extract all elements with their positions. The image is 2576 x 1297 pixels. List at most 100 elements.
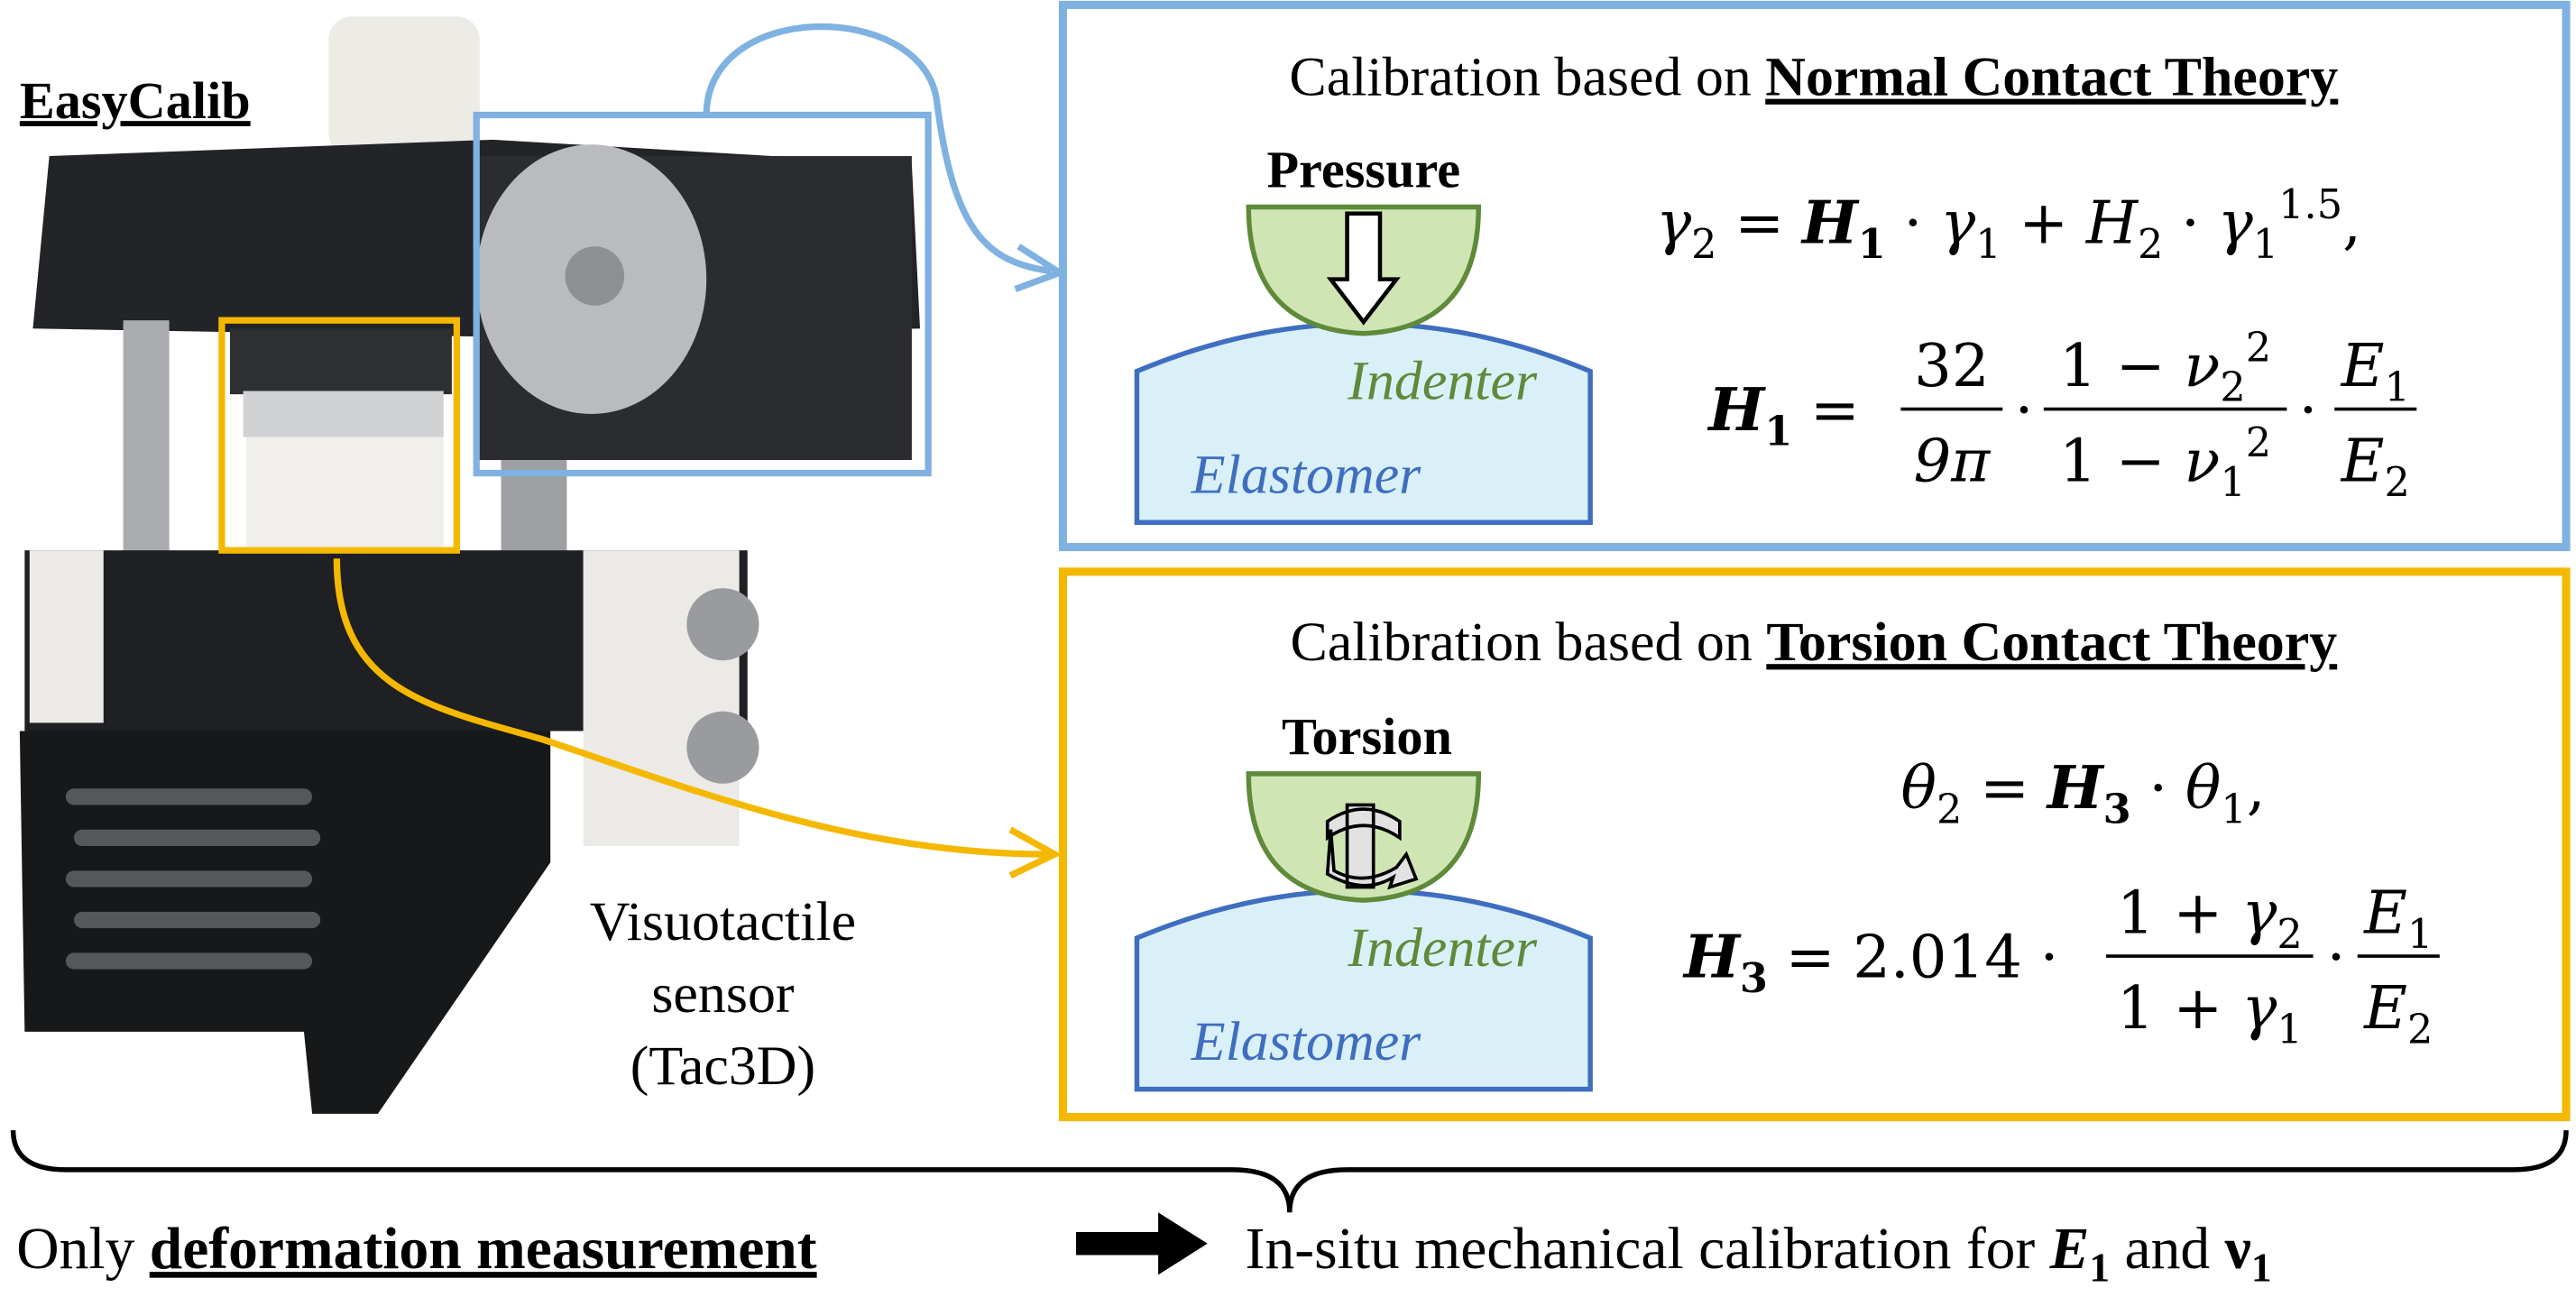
symbol: γ <box>1940 189 1976 258</box>
heading-emphasis: Normal Contact Theory <box>1765 47 2338 108</box>
torsion-arrow <box>1325 803 1419 890</box>
symbol: · <box>2299 376 2318 445</box>
brace <box>10 1130 2569 1213</box>
subscript: 1 <box>2251 1245 2272 1291</box>
operator: = <box>1810 376 1860 445</box>
equation: E2 <box>2363 974 2433 1053</box>
symbol: 1 <box>2385 363 2410 410</box>
heading-emphasis: Torsion Contact Theory <box>1766 612 2337 673</box>
operator: · <box>1903 189 1922 258</box>
symbol: 1 <box>1975 221 2001 268</box>
torsion-connector <box>333 558 1049 858</box>
symbol: ν <box>2184 428 2220 496</box>
symbol: 2 <box>1937 786 1962 833</box>
symbol: 2 <box>2246 324 2271 371</box>
symbol: 1 + <box>2117 879 2241 948</box>
vent-holes <box>65 788 321 970</box>
symbol: 1 <box>2220 459 2245 506</box>
symbol: 1 <box>1858 220 1886 268</box>
symbol: 2 <box>1691 221 1716 268</box>
elastomer-label: Elastomer <box>1191 1011 1421 1072</box>
symbol: ν <box>2224 1217 2251 1282</box>
sensor-label: Visuotactile <box>590 891 856 952</box>
symbol: H <box>1682 923 1742 992</box>
symbol: · <box>2015 376 2034 445</box>
operator: = <box>1980 754 2029 823</box>
torsion-arrowhead <box>1008 826 1063 879</box>
bottom-right-text: In-situ mechanical calibration for E1 an… <box>1246 1217 2272 1291</box>
equation: E1 <box>2363 879 2433 958</box>
symbol: 1 − <box>2059 428 2184 496</box>
symbol: 2.014 <box>1853 924 2022 992</box>
indenter-label: Indenter <box>1347 351 1538 412</box>
symbol: E <box>2363 974 2407 1043</box>
operator: + <box>2019 189 2068 258</box>
sensor-label: (Tac3D) <box>630 1035 815 1097</box>
equation: 1 + γ1 <box>2117 974 2303 1053</box>
symbol: ν <box>2184 332 2220 400</box>
symbol: 2 <box>2385 459 2410 506</box>
symbol: H <box>2046 753 2105 823</box>
symbol: E <box>2341 428 2385 496</box>
device-photo <box>19 16 921 1114</box>
equation: 1 − ν22 <box>2059 324 2271 410</box>
symbol: θ <box>1901 754 1937 823</box>
equation: θ2 = H3 · θ1, <box>1901 753 2266 832</box>
normal-panel <box>1058 0 2571 552</box>
symbol: γ <box>1656 189 1692 258</box>
equation: · <box>2327 924 2346 992</box>
normal-connector <box>703 23 1053 275</box>
symbol: γ <box>2241 974 2277 1043</box>
symbol: γ <box>2218 189 2254 258</box>
pressure-arrow <box>1326 211 1401 326</box>
action-label: Torsion <box>1282 707 1452 766</box>
symbol: 2 <box>2138 221 2163 268</box>
equation: 9π <box>1913 428 1992 496</box>
symbol: 1.5 <box>2278 181 2342 228</box>
symbol: 3 <box>1740 954 1768 1002</box>
symbol: 1 <box>2253 221 2278 268</box>
bottom-emphasis: deformation measurement <box>150 1217 817 1282</box>
pillar <box>123 320 170 567</box>
indenter-label: Indenter <box>1347 917 1538 979</box>
normal-sketch <box>1134 204 1593 525</box>
symbol: E <box>2341 332 2385 400</box>
bottom-prefix: Only <box>16 1217 150 1282</box>
torsion-panel <box>1058 567 2571 1122</box>
symbol: 1 <box>2407 911 2433 958</box>
torsion-sketch <box>1134 771 1593 1092</box>
symbol: H <box>2085 189 2139 258</box>
symbol: H <box>1800 189 1860 258</box>
heading-prefix: Calibration based on <box>1291 612 1767 673</box>
sensor-label: sensor <box>651 963 795 1025</box>
equation: 1 + γ2 <box>2117 879 2303 958</box>
cap <box>328 16 480 157</box>
action-label: Pressure <box>1266 141 1460 199</box>
symbol: 3 <box>2103 786 2131 833</box>
operator: = <box>1734 189 1784 258</box>
title: EasyCalib <box>20 71 251 130</box>
symbol: 1 + <box>2117 974 2241 1043</box>
symbol: 1 <box>1764 408 1792 455</box>
symbol: E <box>2363 879 2407 948</box>
equation: 32 <box>1914 332 1989 400</box>
equation: · <box>2299 376 2318 445</box>
equation: 1 − ν12 <box>2059 419 2271 506</box>
symbol: H <box>1707 375 1766 445</box>
symbol: 2 <box>2246 419 2271 466</box>
operator: = <box>1786 924 1835 992</box>
knob-screw <box>565 246 625 306</box>
equation: H3 = 2.014 · <box>1682 923 2058 1002</box>
equation: · <box>2015 376 2034 445</box>
equation: E1 <box>2341 332 2410 410</box>
symbol: 1 <box>2221 786 2246 833</box>
panel-heading: Calibration based on Normal Contact Theo… <box>1289 47 2338 108</box>
operator: · <box>2148 754 2167 823</box>
symbol: θ <box>2185 754 2221 823</box>
symbol: 1 <box>2277 1007 2302 1053</box>
torsion-callout <box>218 317 461 554</box>
bolt <box>686 711 759 784</box>
symbol: γ <box>2241 879 2277 948</box>
